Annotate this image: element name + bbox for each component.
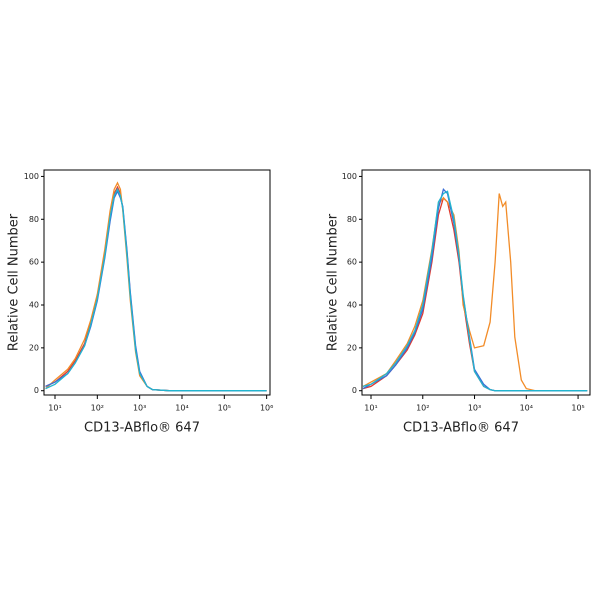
x-axis-label: CD13-ABflo® 647 <box>403 421 519 436</box>
y-tick-label: 40 <box>347 301 357 310</box>
y-tick-label: 100 <box>24 172 39 181</box>
x-tick-label: 10⁴ <box>520 404 533 413</box>
plot-frame <box>361 169 591 396</box>
y-tick-label: 40 <box>29 301 39 310</box>
y-tick-label: 60 <box>347 258 357 267</box>
x-tick-label: 10⁴ <box>175 404 188 413</box>
x-tick-label: 10⁵ <box>218 404 231 413</box>
x-tick-label: 10² <box>91 404 104 413</box>
x-tick-label: 10² <box>416 404 429 413</box>
x-tick-label: 10⁶ <box>260 404 273 413</box>
x-tick-label: 10¹ <box>364 404 377 413</box>
x-tick-label: 10¹ <box>48 404 61 413</box>
histogram-line <box>45 181 267 392</box>
x-tick-label: 10³ <box>468 404 481 413</box>
histogram-line <box>362 190 588 392</box>
y-tick-label: 100 <box>342 172 357 181</box>
x-axis-label: CD13-ABflo® 647 <box>84 421 200 436</box>
y-tick-label: 0 <box>34 386 39 395</box>
y-axis-label: Relative Cell Number <box>326 213 341 351</box>
y-tick-label: 20 <box>29 343 39 352</box>
y-tick-label: 20 <box>347 343 357 352</box>
x-tick-label: 10³ <box>133 404 146 413</box>
y-axis-label: Relative Cell Number <box>7 213 22 351</box>
histogram-line <box>45 187 267 392</box>
histogram-line <box>45 185 267 392</box>
y-tick-label: 80 <box>29 215 39 224</box>
y-tick-label: 60 <box>29 258 39 267</box>
y-tick-label: 80 <box>347 215 357 224</box>
y-tick-label: 0 <box>352 386 357 395</box>
histogram-line <box>45 189 267 392</box>
plot-frame <box>43 169 271 396</box>
x-tick-label: 10⁵ <box>571 404 584 413</box>
